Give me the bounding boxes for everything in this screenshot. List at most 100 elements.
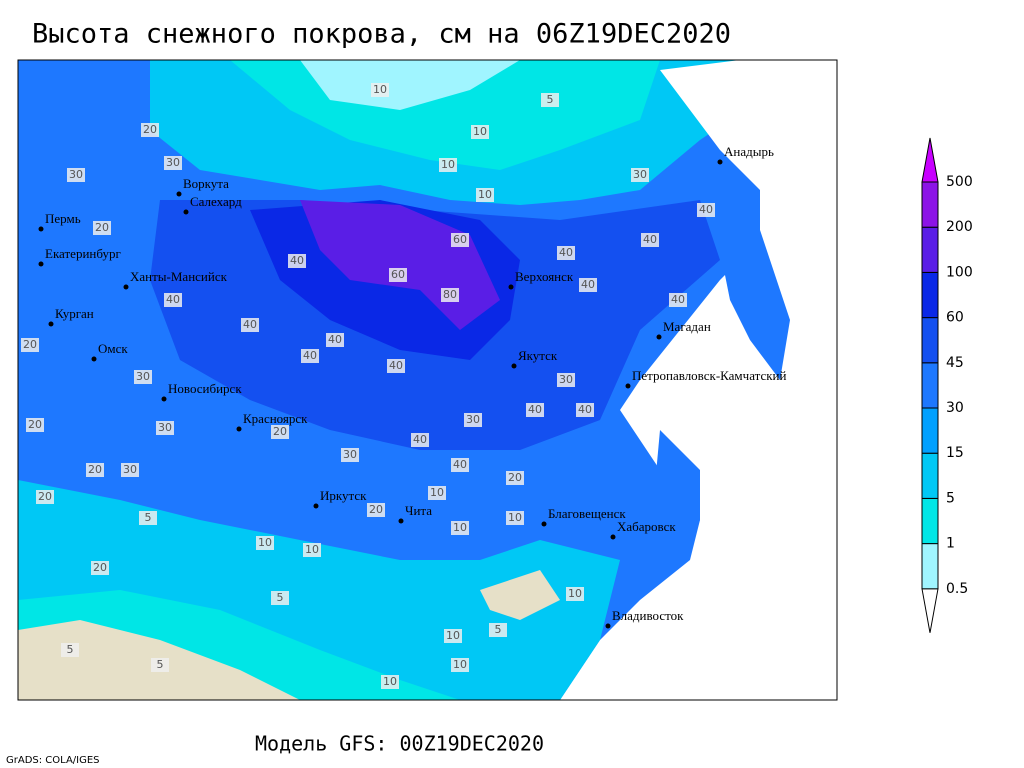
contour-label-box (288, 254, 306, 268)
city-label: Иркутск (320, 488, 367, 503)
contour-label-box (141, 123, 159, 137)
city-label: Красноярск (243, 411, 308, 426)
subtitle: Модель GFS: 00Z19DEC2020 (255, 732, 544, 756)
contour-label-box (36, 490, 54, 504)
contour-label: 40 (290, 254, 304, 267)
legend-label: 0.5 (946, 581, 968, 597)
contour-label: 10 (258, 536, 272, 549)
city-dot (48, 321, 54, 327)
contour-label-box (164, 156, 182, 170)
contour-label-box (476, 188, 494, 202)
legend-label: 100 (946, 264, 973, 280)
contour-label-box (61, 643, 79, 657)
legend-label: 500 (946, 174, 973, 190)
city-dot (610, 534, 616, 540)
contour-label-box (256, 536, 274, 550)
contour-label: 60 (453, 233, 467, 246)
contour-label-box (576, 403, 594, 417)
contour-label: 5 (547, 93, 554, 106)
city-dot (625, 383, 631, 389)
city-label: Новосибирск (168, 381, 242, 396)
contour-label: 40 (303, 349, 317, 362)
contour-label-box (326, 333, 344, 347)
contour-label: 5 (67, 643, 74, 656)
contour-label-box (26, 418, 44, 432)
contour-label-box (557, 373, 575, 387)
contour-label-box (387, 359, 405, 373)
contour-label-box (301, 349, 319, 363)
city-dot (511, 363, 517, 369)
contour-label-box (428, 486, 446, 500)
contour-label-box (151, 658, 169, 672)
contour-label: 10 (305, 543, 319, 556)
contour-label: 40 (453, 458, 467, 471)
legend-label: 200 (946, 219, 973, 235)
legend-label: 15 (946, 445, 964, 461)
legend-label: 1 (946, 536, 955, 552)
city-label: Чита (405, 503, 432, 518)
contour-label-box (67, 168, 85, 182)
contour-label: 10 (446, 629, 460, 642)
contour-label: 10 (478, 188, 492, 201)
contour-label-box (367, 503, 385, 517)
contour-label: 30 (166, 156, 180, 169)
legend-box (921, 181, 939, 228)
city-dot (656, 334, 662, 340)
contour-label: 40 (581, 278, 595, 291)
contour-label: 40 (578, 403, 592, 416)
contour-label-box (641, 233, 659, 247)
contour-label: 40 (328, 333, 342, 346)
legend-triangle (921, 137, 939, 183)
legend-label: 60 (946, 310, 964, 326)
contour-label: 20 (95, 221, 109, 234)
city-dot (313, 503, 319, 509)
contour-label-box (121, 463, 139, 477)
contour-label: 5 (157, 658, 164, 671)
contour-label-box (471, 125, 489, 139)
contour-label-box (557, 246, 575, 260)
city-dot (183, 209, 189, 215)
city-label: Анадырь (724, 144, 774, 159)
legend-triangle (921, 588, 939, 633)
city-label: Якутск (518, 348, 558, 363)
contour-label: 10 (453, 521, 467, 534)
contour-label-box (566, 587, 584, 601)
contour-label: 40 (699, 203, 713, 216)
contour-label-box (21, 338, 39, 352)
contour-label: 20 (28, 418, 42, 431)
contour-label: 10 (441, 158, 455, 171)
contour-label-box (451, 458, 469, 472)
title: Высота снежного покрова, см на 06Z19DEC2… (32, 19, 731, 50)
contour-label-box (506, 471, 524, 485)
city-dot (38, 226, 44, 232)
contour-label-box (541, 93, 559, 107)
contour-label: 10 (508, 511, 522, 524)
contour-label: 20 (93, 561, 107, 574)
city-label: Воркута (183, 176, 229, 191)
contour-label: 40 (413, 433, 427, 446)
contour-label-box (506, 511, 524, 525)
city-label: Салехард (190, 194, 242, 209)
city-dot (508, 284, 514, 290)
contour-label: 40 (528, 403, 542, 416)
contour-label-box (489, 623, 507, 637)
contour-label-box (139, 511, 157, 525)
contour-label: 30 (466, 413, 480, 426)
contour-label-box (389, 268, 407, 282)
contour-label: 40 (243, 318, 257, 331)
city-label: Омск (98, 341, 128, 356)
city-label: Екатеринбург (45, 246, 121, 261)
contour-label: 30 (559, 373, 573, 386)
city-label: Благовещенск (548, 506, 626, 521)
contour-label-box (371, 83, 389, 97)
contour-label-box (86, 463, 104, 477)
contour-label: 40 (389, 359, 403, 372)
contour-label-box (271, 425, 289, 439)
contour-label: 40 (559, 246, 573, 259)
contour-label-box (464, 413, 482, 427)
credit: GrADS: COLA/IGES (6, 755, 100, 766)
contour-label-box (441, 288, 459, 302)
contour-label: 10 (373, 83, 387, 96)
contour-label-box (444, 629, 462, 643)
contour-label: 40 (643, 233, 657, 246)
